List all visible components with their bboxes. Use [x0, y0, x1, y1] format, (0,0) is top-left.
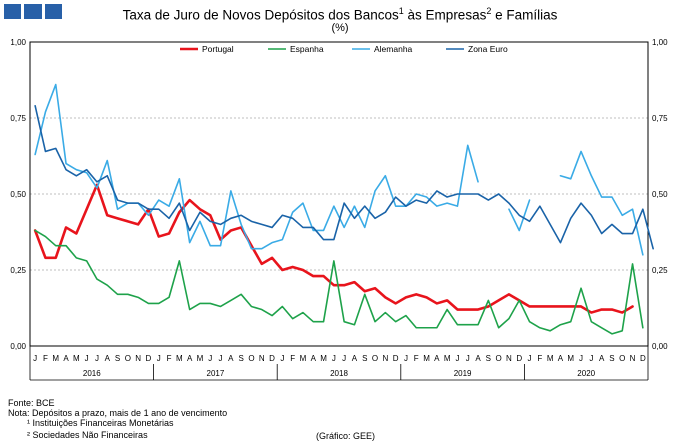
x-tick-label-month: J — [208, 354, 212, 363]
y-tick-label-right: 0,00 — [652, 342, 668, 351]
x-tick-label-month: O — [496, 354, 502, 363]
legend-label: Zona Euro — [468, 44, 508, 54]
y-tick-label-left: 0,25 — [10, 266, 26, 275]
x-tick-label-month: M — [444, 354, 451, 363]
x-tick-label-year: 2017 — [207, 369, 225, 378]
x-tick-label-month: A — [63, 354, 69, 363]
x-tick-label-month: J — [342, 354, 346, 363]
x-tick-label-month: J — [579, 354, 583, 363]
x-tick-label-month: J — [157, 354, 161, 363]
x-tick-label-month: M — [73, 354, 80, 363]
x-tick-label-month: A — [475, 354, 481, 363]
source-note: Fonte: BCE — [8, 398, 55, 408]
x-tick-label-month: A — [187, 354, 193, 363]
x-tick-label-month: A — [599, 354, 605, 363]
x-tick-label-month: A — [228, 354, 234, 363]
x-tick-label-month: M — [52, 354, 59, 363]
x-tick-label-month: F — [43, 354, 48, 363]
x-tick-label-month: J — [589, 354, 593, 363]
x-tick-label-month: F — [290, 354, 295, 363]
series-line-portugal — [33, 183, 634, 314]
series-line-espanha — [34, 229, 644, 335]
y-tick-label-left: 0,00 — [10, 342, 26, 351]
x-tick-label-month: J — [455, 354, 459, 363]
x-tick-label-month: M — [547, 354, 554, 363]
x-tick-label-month: J — [280, 354, 284, 363]
y-tick-label-left: 0,50 — [10, 190, 26, 199]
x-tick-label-year: 2019 — [454, 369, 472, 378]
x-tick-label-month: J — [404, 354, 408, 363]
x-tick-label-month: M — [176, 354, 183, 363]
x-tick-label-month: F — [537, 354, 542, 363]
y-tick-label-right: 0,25 — [652, 266, 668, 275]
footnote-2: ² Sociedades Não Financeiras — [27, 430, 148, 440]
footnote-1: ¹ Instituições Financeiras Monetárias — [27, 418, 174, 428]
x-tick-label-month: S — [486, 354, 491, 363]
x-tick-label-month: S — [362, 354, 367, 363]
brand-logo — [4, 4, 62, 19]
x-tick-label-month: J — [528, 354, 532, 363]
x-tick-label-month: D — [269, 354, 275, 363]
x-tick-label-month: M — [320, 354, 327, 363]
y-tick-label-right: 0,50 — [652, 190, 668, 199]
x-tick-label-month: D — [393, 354, 399, 363]
legend-label: Alemanha — [374, 44, 413, 54]
x-tick-label-month: O — [619, 354, 625, 363]
x-tick-label-month: J — [332, 354, 336, 363]
x-tick-label-month: M — [423, 354, 430, 363]
y-tick-label-left: 0,75 — [10, 114, 26, 123]
x-tick-label-month: M — [300, 354, 307, 363]
x-tick-label-month: F — [414, 354, 419, 363]
x-tick-label-month: A — [352, 354, 358, 363]
x-tick-label-month: A — [558, 354, 564, 363]
chart-title: Taxa de Juro de Novos Depósitos dos Banc… — [122, 6, 558, 23]
x-tick-label-month: S — [238, 354, 243, 363]
x-tick-label-month: J — [466, 354, 470, 363]
x-tick-label-month: O — [125, 354, 131, 363]
legend-label: Portugal — [202, 44, 234, 54]
y-tick-label-right: 1,00 — [652, 38, 668, 47]
x-tick-label-month: J — [33, 354, 37, 363]
x-tick-label-year: 2018 — [330, 369, 348, 378]
x-tick-label-month: J — [219, 354, 223, 363]
x-tick-label-year: 2020 — [577, 369, 595, 378]
chart-subtitle: (%) — [331, 22, 349, 34]
x-tick-label-year: 2016 — [83, 369, 101, 378]
x-tick-label-month: S — [115, 354, 120, 363]
plot-frame — [29, 41, 649, 347]
x-tick-label-month: N — [382, 354, 388, 363]
x-tick-label-month: N — [630, 354, 636, 363]
x-tick-label-month: F — [167, 354, 172, 363]
x-tick-label-month: D — [146, 354, 152, 363]
x-tick-label-month: S — [609, 354, 614, 363]
x-tick-label-month: O — [372, 354, 378, 363]
x-tick-label-month: M — [197, 354, 204, 363]
x-tick-label-month: N — [135, 354, 141, 363]
x-tick-label-month: N — [259, 354, 265, 363]
series-line-alemanha — [34, 83, 644, 256]
x-tick-label-month: D — [516, 354, 522, 363]
x-tick-label-month: A — [434, 354, 440, 363]
x-tick-label-month: A — [311, 354, 317, 363]
chart-credit: (Gráfico: GEE) — [316, 431, 376, 441]
x-tick-label-month: N — [506, 354, 512, 363]
x-tick-label-month: J — [85, 354, 89, 363]
x-tick-label-month: J — [95, 354, 99, 363]
legend-label: Espanha — [290, 44, 324, 54]
footnote-main: Nota: Depósitos a prazo, mais de 1 ano d… — [8, 408, 228, 418]
x-tick-label-month: A — [105, 354, 111, 363]
series-line-zona-euro — [34, 105, 654, 250]
x-tick-label-month: M — [567, 354, 574, 363]
y-tick-label-left: 1,00 — [10, 38, 26, 47]
x-tick-label-month: D — [640, 354, 646, 363]
x-tick-label-month: O — [248, 354, 254, 363]
y-tick-label-right: 0,75 — [652, 114, 668, 123]
